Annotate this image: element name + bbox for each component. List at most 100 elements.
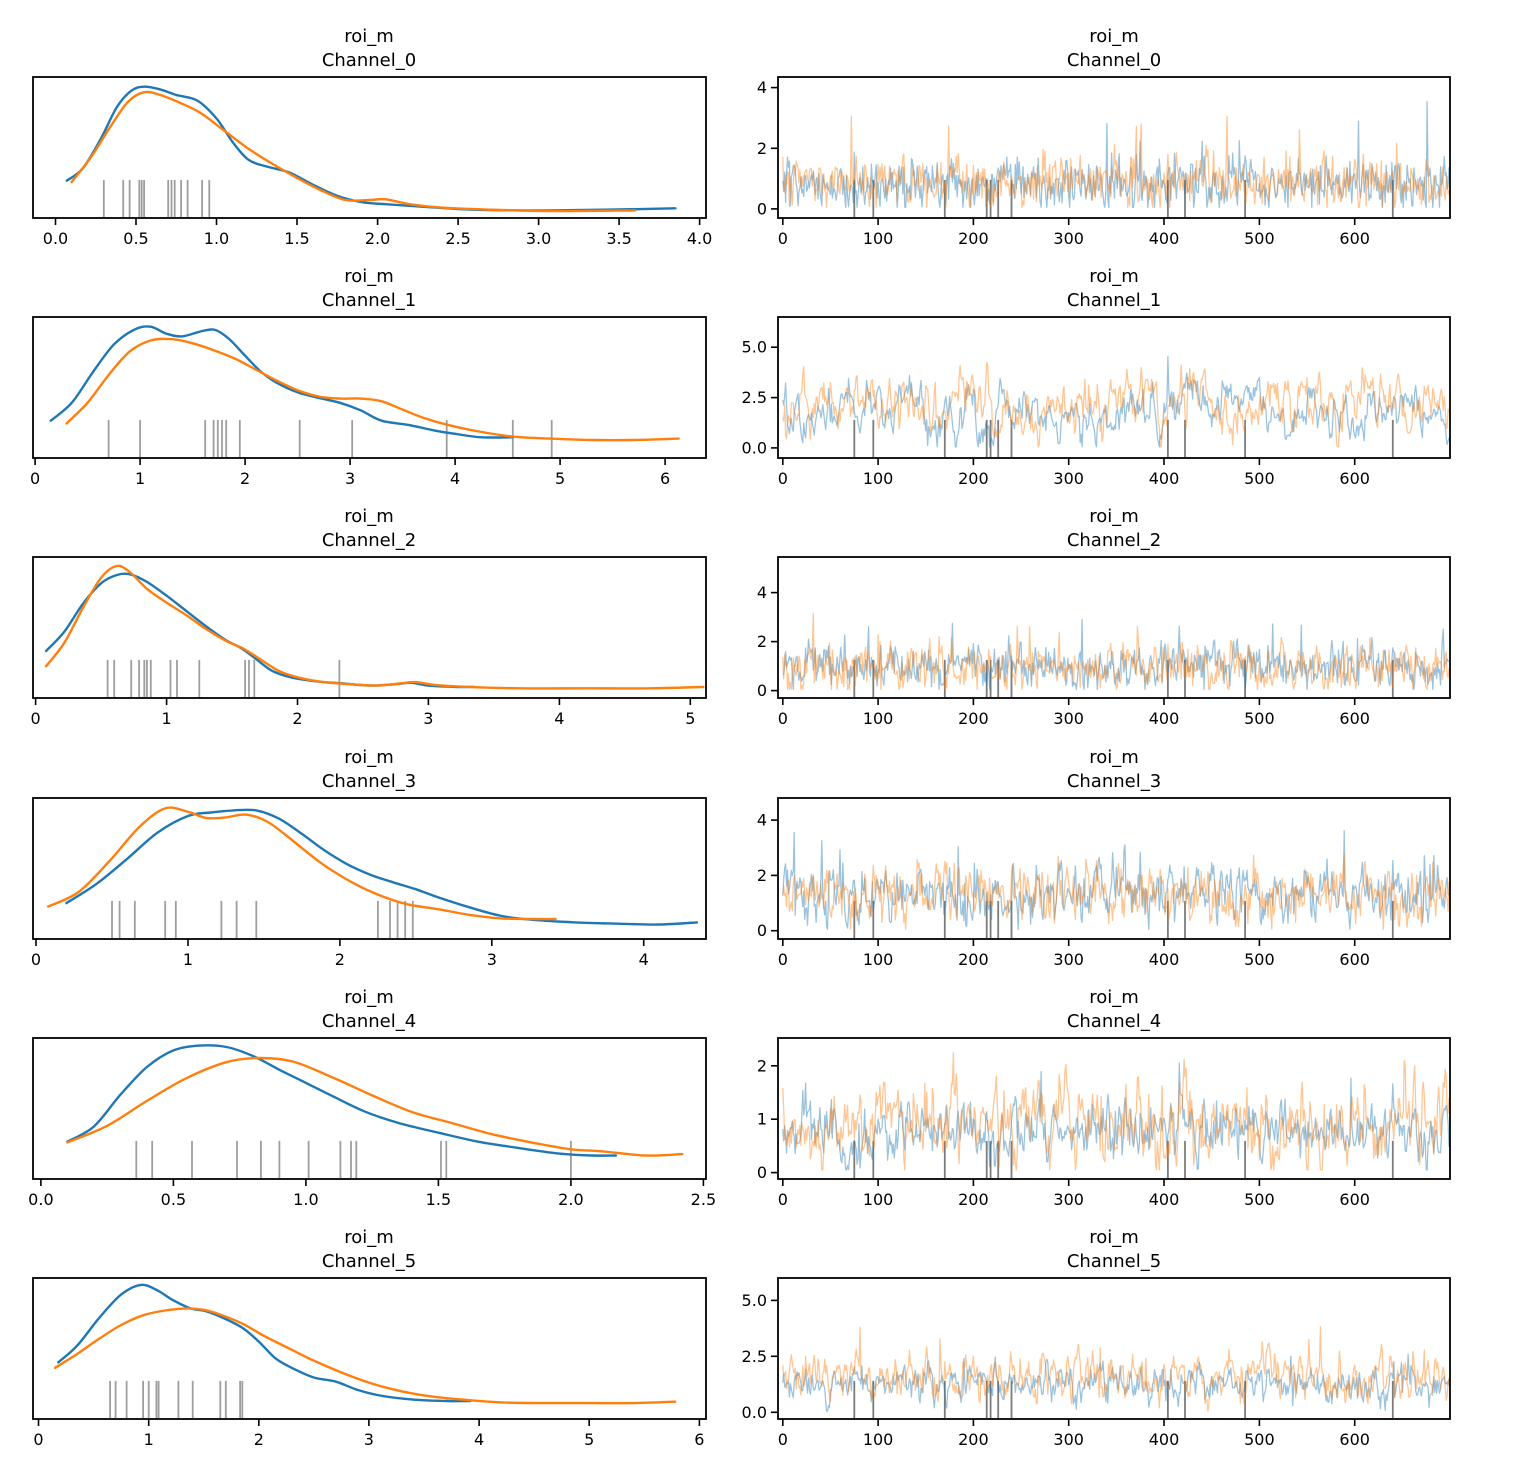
x-tick-label: 4.0 xyxy=(687,229,712,247)
x-tick-label: 0.5 xyxy=(123,229,148,247)
row-2-svg: roi_m Channel_2 roi_m Channel_2 0 1 2 3 4 5 0… xyxy=(31,506,1451,727)
x-tick-label: 0.5 xyxy=(161,1190,186,1208)
x-tick-label: 0 xyxy=(30,469,40,487)
timeseries-plot-channel-4: 0 100 200 300 400 500 600 0 1 2 xyxy=(757,1037,1451,1208)
x-tick-label: 100 xyxy=(863,1190,894,1208)
x-tick-label: 400 xyxy=(1149,950,1180,968)
x-tick-label: 1.0 xyxy=(204,229,229,247)
axes-frame xyxy=(32,76,707,219)
y-tick-label: 0 xyxy=(757,921,767,940)
x-tick-label: 600 xyxy=(1339,1430,1370,1449)
timeseries-line-orange xyxy=(782,1325,1450,1412)
x-tick-label: 0 xyxy=(778,229,788,247)
kde-curve-orange xyxy=(66,1056,684,1157)
kde-channel-4-title-line2: Channel_4 xyxy=(322,1011,416,1032)
x-tick-label: 400 xyxy=(1149,469,1180,487)
kde-curve-blue xyxy=(65,808,699,926)
x-tick-label: 500 xyxy=(1244,229,1275,247)
x-tick-label: 400 xyxy=(1149,709,1180,727)
kde-curve-orange xyxy=(53,1307,677,1405)
x-tick-label: 3.0 xyxy=(526,229,551,247)
x-tick-label: 2 xyxy=(335,950,345,968)
kde-curve-orange xyxy=(47,806,557,921)
timeseries-channel-3-title-line2: Channel_3 xyxy=(1067,771,1161,792)
x-tick-label: 0 xyxy=(778,709,788,727)
timeseries-channel-5-title-line2: Channel_5 xyxy=(1067,1251,1161,1272)
x-tick-label: 600 xyxy=(1339,709,1370,727)
y-tick-label: 0 xyxy=(757,1163,767,1182)
x-tick-label: 1 xyxy=(162,709,172,727)
axes-frame xyxy=(777,316,1451,459)
axes-frame xyxy=(777,76,1451,219)
x-tick-label: 0 xyxy=(33,1430,43,1449)
x-tick-label: 100 xyxy=(863,1430,894,1449)
timeseries-plot-channel-5: 0 100 200 300 400 500 600 0.0 2.5 5.0 xyxy=(742,1277,1451,1449)
kde-curve-orange xyxy=(65,337,680,442)
kde-channel-0-title-line1: roi_m xyxy=(344,26,394,47)
figure-row-0: roi_m Channel_0 roi_m Channel_0 0.0 0.5 1.… xyxy=(0,0,1514,247)
x-tick-label: 1.5 xyxy=(284,229,309,247)
x-tick-label: 100 xyxy=(863,229,894,247)
kde-curve-blue xyxy=(65,85,677,212)
x-tick-label: 4 xyxy=(450,469,460,487)
timeseries-line-orange xyxy=(782,361,1450,448)
x-tick-label: 200 xyxy=(958,229,989,247)
timeseries-channel-3-title-line1: roi_m xyxy=(1089,747,1139,768)
x-tick-label: 300 xyxy=(1053,709,1084,727)
timeseries-line-blue xyxy=(782,1353,1450,1412)
timeseries-line-blue xyxy=(782,355,1450,448)
x-tick-label: 300 xyxy=(1053,229,1084,247)
timeseries-channel-0-title-line1: roi_m xyxy=(1089,26,1139,47)
y-tick-label: 0 xyxy=(757,199,767,218)
x-tick-label: 300 xyxy=(1053,469,1084,487)
x-tick-label: 1 xyxy=(144,1430,154,1449)
kde-channel-1-title-line2: Channel_1 xyxy=(322,290,416,311)
timeseries-channel-0-title-line2: Channel_0 xyxy=(1067,50,1161,71)
x-tick-label: 1.5 xyxy=(426,1190,451,1208)
x-tick-label: 1 xyxy=(183,950,193,968)
timeseries-plot-channel-3: 0 100 200 300 400 500 600 0 2 4 xyxy=(757,797,1451,968)
x-tick-label: 100 xyxy=(863,950,894,968)
timeseries-line-blue xyxy=(782,830,1450,930)
x-tick-label: 4 xyxy=(474,1430,484,1449)
x-tick-label: 4 xyxy=(554,709,564,727)
kde-channel-3-title-line2: Channel_3 xyxy=(322,771,416,792)
x-tick-label: 600 xyxy=(1339,229,1370,247)
row-0-svg: roi_m Channel_0 roi_m Channel_0 0.0 0.5 1.… xyxy=(32,26,1451,247)
x-tick-label: 500 xyxy=(1244,950,1275,968)
kde-channel-3-title-line1: roi_m xyxy=(344,747,394,768)
x-tick-label: 0 xyxy=(778,1190,788,1208)
kde-plot-channel-4: 0.0 0.5 1.0 1.5 2.0 2.5 xyxy=(28,1037,716,1208)
x-tick-label: 100 xyxy=(863,469,894,487)
x-tick-label: 500 xyxy=(1244,1190,1275,1208)
x-tick-label: 3 xyxy=(487,950,497,968)
timeseries-plot-channel-2: 0 100 200 300 400 500 600 0 2 4 xyxy=(757,556,1451,727)
timeseries-channel-2-title-line1: roi_m xyxy=(1089,506,1139,527)
kde-curve-orange xyxy=(44,564,705,690)
x-tick-label: 2 xyxy=(254,1430,264,1449)
timeseries-line-blue xyxy=(782,100,1450,209)
x-tick-label: 400 xyxy=(1149,229,1180,247)
axes-frame xyxy=(32,556,707,699)
kde-channel-1-title-line1: roi_m xyxy=(344,266,394,287)
timeseries-line-orange xyxy=(782,853,1450,930)
timeseries-line-orange xyxy=(782,115,1450,209)
x-tick-label: 200 xyxy=(958,709,989,727)
x-tick-label: 2.0 xyxy=(558,1190,583,1208)
timeseries-line-blue xyxy=(782,618,1450,691)
x-tick-label: 3 xyxy=(364,1430,374,1449)
x-tick-label: 5 xyxy=(555,469,565,487)
kde-curve-blue xyxy=(44,572,476,689)
kde-channel-5-title-line2: Channel_5 xyxy=(322,1251,416,1272)
y-tick-label: 5.0 xyxy=(742,338,767,357)
x-tick-label: 600 xyxy=(1339,950,1370,968)
x-tick-label: 1.0 xyxy=(293,1190,318,1208)
timeseries-channel-4-title-line2: Channel_4 xyxy=(1067,1011,1161,1032)
x-tick-label: 600 xyxy=(1339,1190,1370,1208)
x-tick-label: 200 xyxy=(958,950,989,968)
x-tick-label: 200 xyxy=(958,1190,989,1208)
figure-row-2: roi_m Channel_2 roi_m Channel_2 0 1 2 3 4 5 0… xyxy=(0,480,1514,727)
